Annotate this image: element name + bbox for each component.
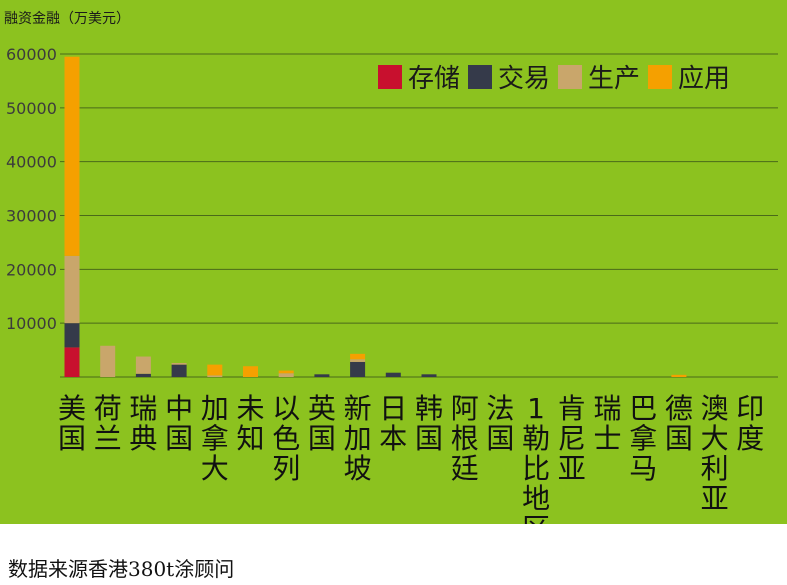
bar-segment [135,356,151,374]
bar-segment [278,370,294,374]
y-tick-label: 60000 [6,45,57,64]
legend-item-storage: 存储 [378,58,460,95]
x-tick-label: 英国 [308,392,336,455]
bar-chart: 10000 20000 30000 40000 50000 60000 美国荷兰瑞典中国加拿… [6,45,778,524]
bar-segment [207,375,223,377]
legend-item-application: 应用 [648,58,730,95]
x-tick-label: 瑞典 [129,392,157,455]
x-tick-label: 以色列 [272,392,300,485]
x-tick-label: 美国 [58,392,86,455]
x-tick-label: 加拿大 [201,392,229,485]
x-tick-label: 韩国 [415,392,443,455]
legend-item-trade: 交易 [468,58,550,95]
bar-segment [135,373,151,377]
bar-segment [243,366,258,377]
source-note: 数据来源香港380t涂顾问 [8,557,235,581]
bar-segment [385,372,401,377]
y-axis-title: 融资金融（万美元） [4,11,130,27]
bar-segment [64,255,80,324]
footer-bar [0,524,787,585]
x-tick-label: 法国 [486,392,514,455]
x-tick-label: 德国 [665,392,693,455]
y-tick-label: 20000 [6,260,57,279]
legend-label-application: 应用 [678,64,731,94]
bar-segment [350,361,366,377]
legend-label-trade: 交易 [498,64,551,94]
legend-label-production: 生产 [588,64,641,94]
bar-segment [171,364,187,377]
x-tick-label: 未知 [236,392,264,455]
y-tick-label: 30000 [6,207,57,226]
x-tick-label: 荷兰 [94,392,122,455]
bar-segment [314,374,330,377]
x-tick-label: 日本 [379,392,407,455]
bar-segment [207,364,223,376]
bar-segment [100,345,116,377]
x-tick-label: 阿根廷 [451,392,479,485]
chart-area: 融资金融（万美元） 10000 20000 30000 40000 50000 60000… [0,0,787,524]
legend-label-storage: 存储 [408,64,461,94]
legend-item-production: 生产 [558,58,640,95]
x-tick-label: 巴拿马 [629,392,657,485]
bar-segment [64,56,80,256]
legend-swatch-trade [468,64,493,89]
bar-segment [171,363,187,365]
x-tick-label: 新加坡 [344,392,372,485]
x-tick-label: 肯尼亚 [558,392,586,485]
x-tick-label: 澳大利亚 [701,392,729,515]
bar-segment [421,374,437,377]
x-tick-label: 瑞士 [593,392,621,455]
legend-swatch-application [648,64,673,89]
legend-swatch-production [558,64,583,89]
legend: 存储 交易 生产 应用 [378,58,738,95]
bar-segment [278,373,294,377]
bar-segment [671,374,687,377]
x-tick-label: 中国 [165,392,193,455]
x-tick-label: 印度 [736,392,764,455]
x-tick-label: 1勒比地区 [522,392,550,524]
y-tick-label: 50000 [6,99,57,118]
legend-swatch-storage [378,64,402,89]
bar-segment [350,353,366,360]
bar-segment [64,323,80,348]
y-tick-label: 40000 [6,153,57,172]
bar-segment [64,347,80,377]
bar-segment [350,359,366,362]
y-tick-label: 10000 [6,314,57,333]
